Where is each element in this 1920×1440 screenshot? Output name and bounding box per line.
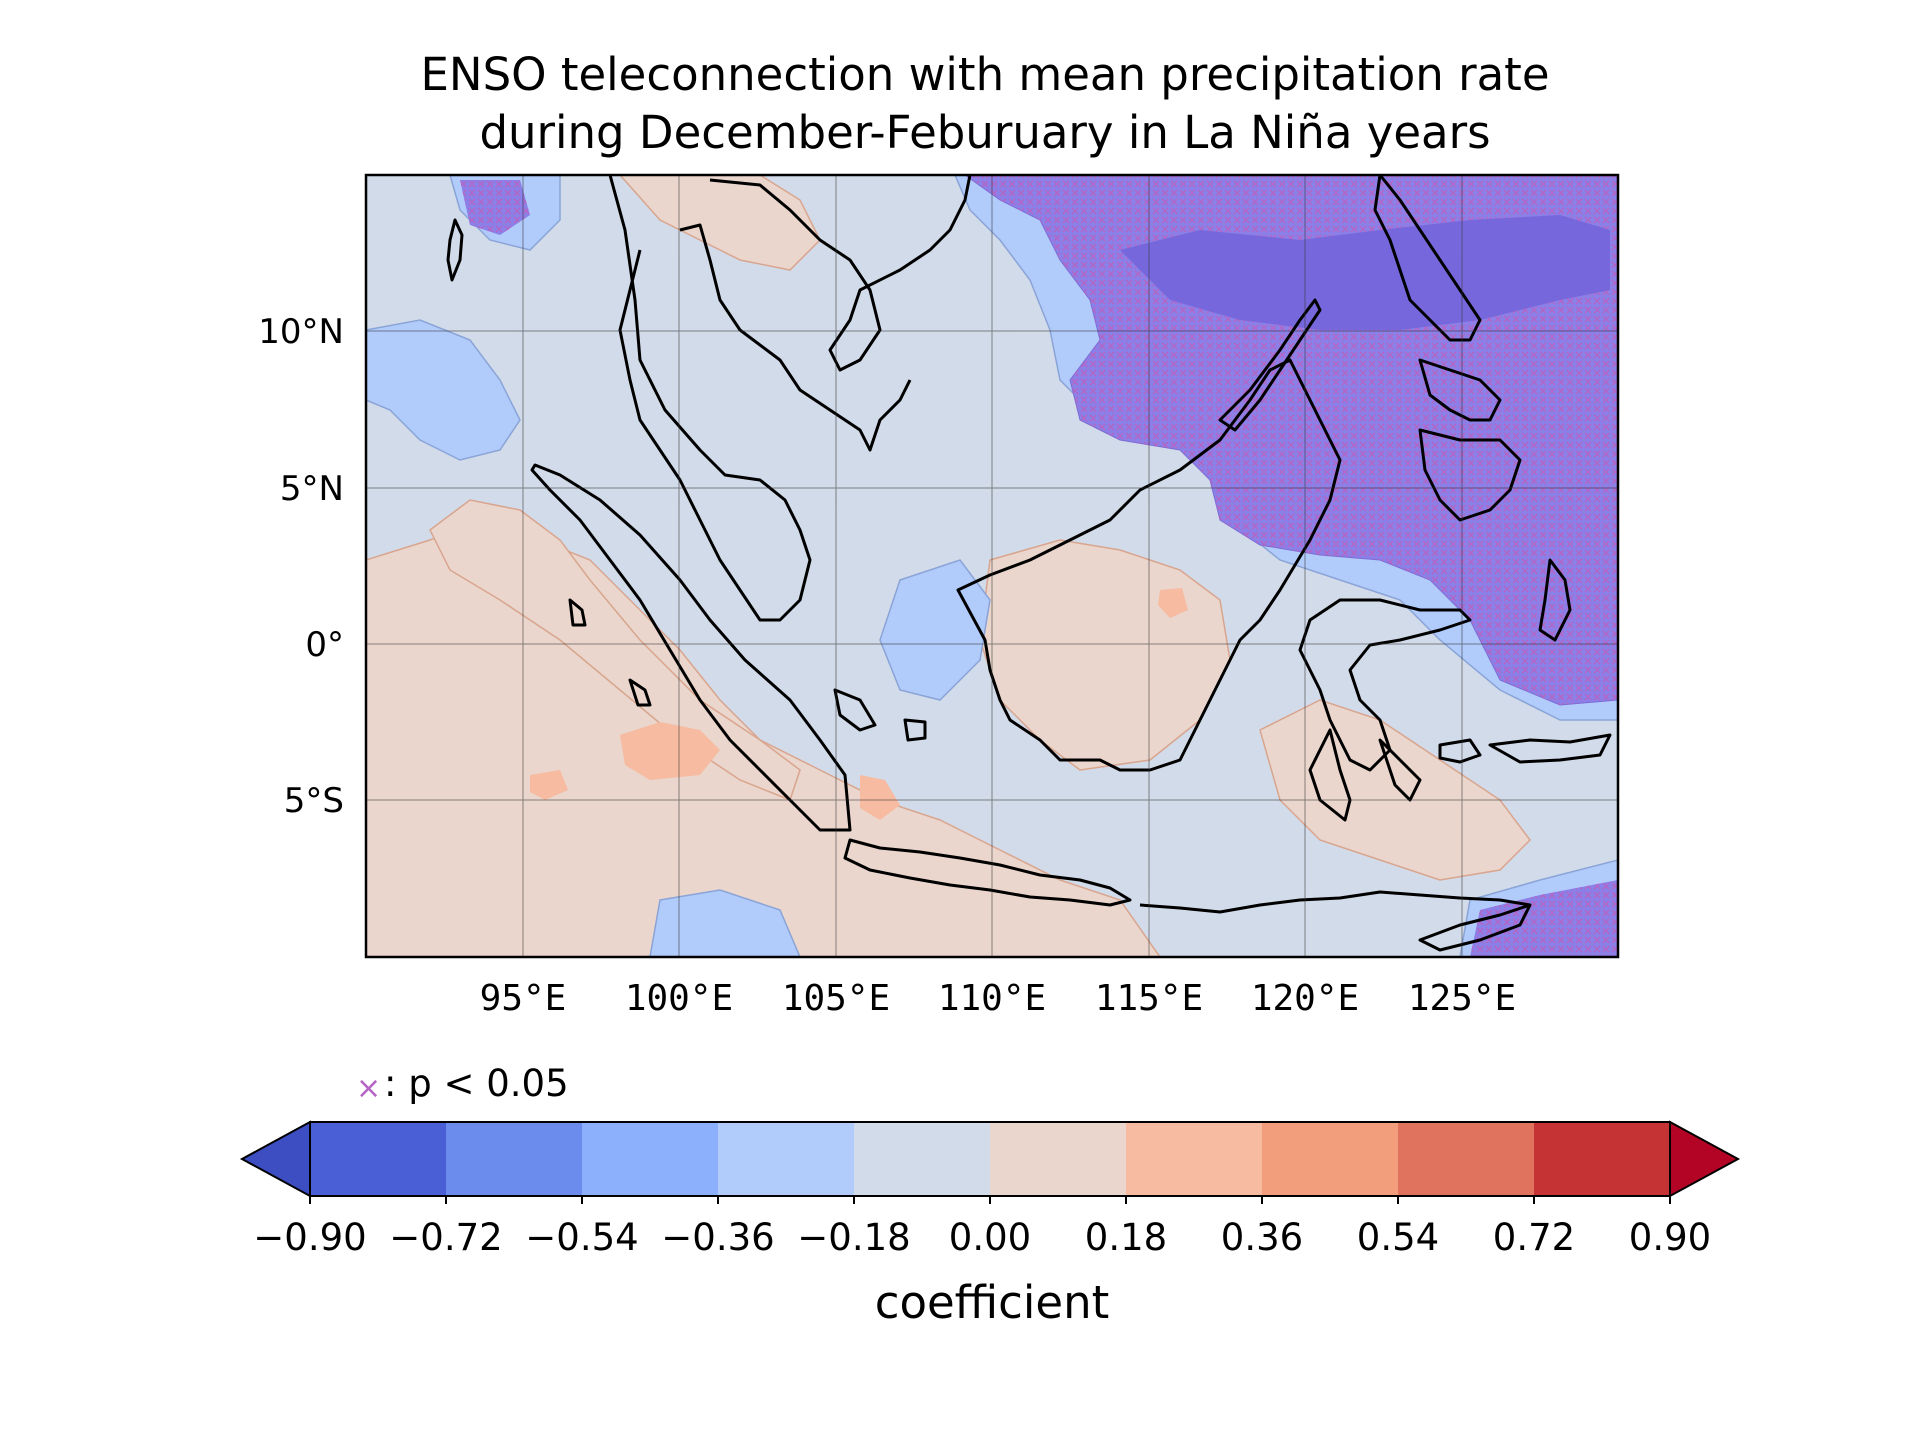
positive-patch-2 (530, 770, 568, 800)
coast-vietnam (709, 175, 972, 372)
positive-region-scs (618, 175, 821, 271)
lon-label-105e: 105°E (782, 978, 890, 1019)
map-panel (366, 175, 1618, 957)
colorbar-segment (1534, 1122, 1671, 1196)
significance-text: : p < 0.05 (384, 1062, 569, 1105)
coast-timor (1418, 903, 1532, 952)
coast-sulawesi-south (1308, 728, 1352, 822)
coast-seram (1488, 733, 1612, 764)
strong-negative-core (1120, 215, 1610, 330)
colorbar-segment (582, 1122, 719, 1196)
positive-patch-4 (1158, 588, 1188, 618)
map-frame (364, 173, 1620, 959)
colorbar-tick-label: 0.18 (1085, 1216, 1167, 1259)
lat-label-10n: 10°N (258, 312, 344, 352)
coast-bangka (833, 688, 877, 732)
significant-region-southeast-hatch (1470, 880, 1618, 957)
colorbar-segment (1262, 1122, 1399, 1196)
significance-marker: × (356, 1071, 381, 1106)
significant-region-northwest-hatch (460, 180, 530, 235)
gridlines (366, 175, 1618, 957)
colorbar-tick-label: −0.54 (525, 1216, 638, 1259)
negative-region-northwest (366, 319, 521, 461)
coast-buru (1438, 738, 1482, 764)
lon-label-110e: 110°E (938, 978, 1046, 1019)
colorbar-segment (854, 1122, 991, 1196)
colorbar-segment (990, 1122, 1127, 1196)
negative-region-southwest-blob (649, 889, 801, 957)
coast-lesser-sunda (1139, 890, 1531, 914)
colorbar-segment (310, 1122, 447, 1196)
coast-java (843, 838, 1132, 907)
colorbar-tick-label: −0.18 (797, 1216, 910, 1259)
colorbar-tick-label: 0.36 (1221, 1216, 1303, 1259)
colorbar: −0.90 −0.72 −0.54 −0.36 −0.18 0.00 0.18 0.36 0.5… (239, 1120, 1741, 1259)
coast-sulawesi (1298, 598, 1472, 772)
lon-label-95e: 95°E (480, 978, 567, 1019)
colorbar-tick-label: 0.00 (949, 1216, 1031, 1259)
colorbar-segment (718, 1122, 855, 1196)
colorbar-tick-label: 0.72 (1493, 1216, 1575, 1259)
lat-label-0: 0° (305, 625, 344, 665)
coast-visayas (1418, 358, 1502, 422)
coast-malay-peninsula (608, 175, 812, 622)
colorbar-tick-label: 0.90 (1629, 1216, 1711, 1259)
lat-label-5n: 5°N (280, 469, 344, 509)
negative-region-karimata (879, 559, 991, 701)
coast-indochina (679, 223, 912, 452)
colorbar-tick-label: −0.72 (389, 1216, 502, 1259)
coast-andaman (446, 218, 464, 282)
coastlines (446, 175, 1612, 952)
lon-label-125e: 125°E (1408, 978, 1516, 1019)
title-line-1: ENSO teleconnection with mean precipitat… (420, 48, 1549, 101)
lon-label-115e: 115°E (1095, 978, 1203, 1019)
lon-label-100e: 100°E (625, 978, 733, 1019)
coast-sulawesi-se (1378, 738, 1422, 802)
colorbar-segment (1126, 1122, 1263, 1196)
coast-luzon (1373, 175, 1482, 342)
positive-patch-3 (860, 775, 900, 820)
coast-nias (568, 598, 587, 627)
lon-label-120e: 120°E (1251, 978, 1359, 1019)
coast-mentawai (628, 678, 652, 707)
colorbar-label: coefficient (875, 1276, 1110, 1329)
coast-halmahera (1538, 558, 1572, 642)
coast-sumatra (530, 463, 852, 832)
title-line-2: during December-Feburuary in La Niña yea… (479, 106, 1490, 159)
colorbar-tick-label: −0.36 (661, 1216, 774, 1259)
colorbar-extend-low (239, 1120, 311, 1198)
positive-patch-1 (620, 722, 720, 780)
colorbar-tick-label: 0.54 (1357, 1216, 1439, 1259)
coast-palawan (1218, 298, 1322, 432)
colorbar-extend-high (1669, 1120, 1741, 1198)
colorbar-tick-label: −0.90 (253, 1216, 366, 1259)
coast-borneo (956, 358, 1342, 772)
colorbar-segment (446, 1122, 583, 1196)
lat-label-5s: 5°S (284, 781, 344, 821)
coast-belitung (903, 718, 927, 742)
coast-mindanao (1418, 428, 1522, 522)
colorbar-segment (1398, 1122, 1535, 1196)
